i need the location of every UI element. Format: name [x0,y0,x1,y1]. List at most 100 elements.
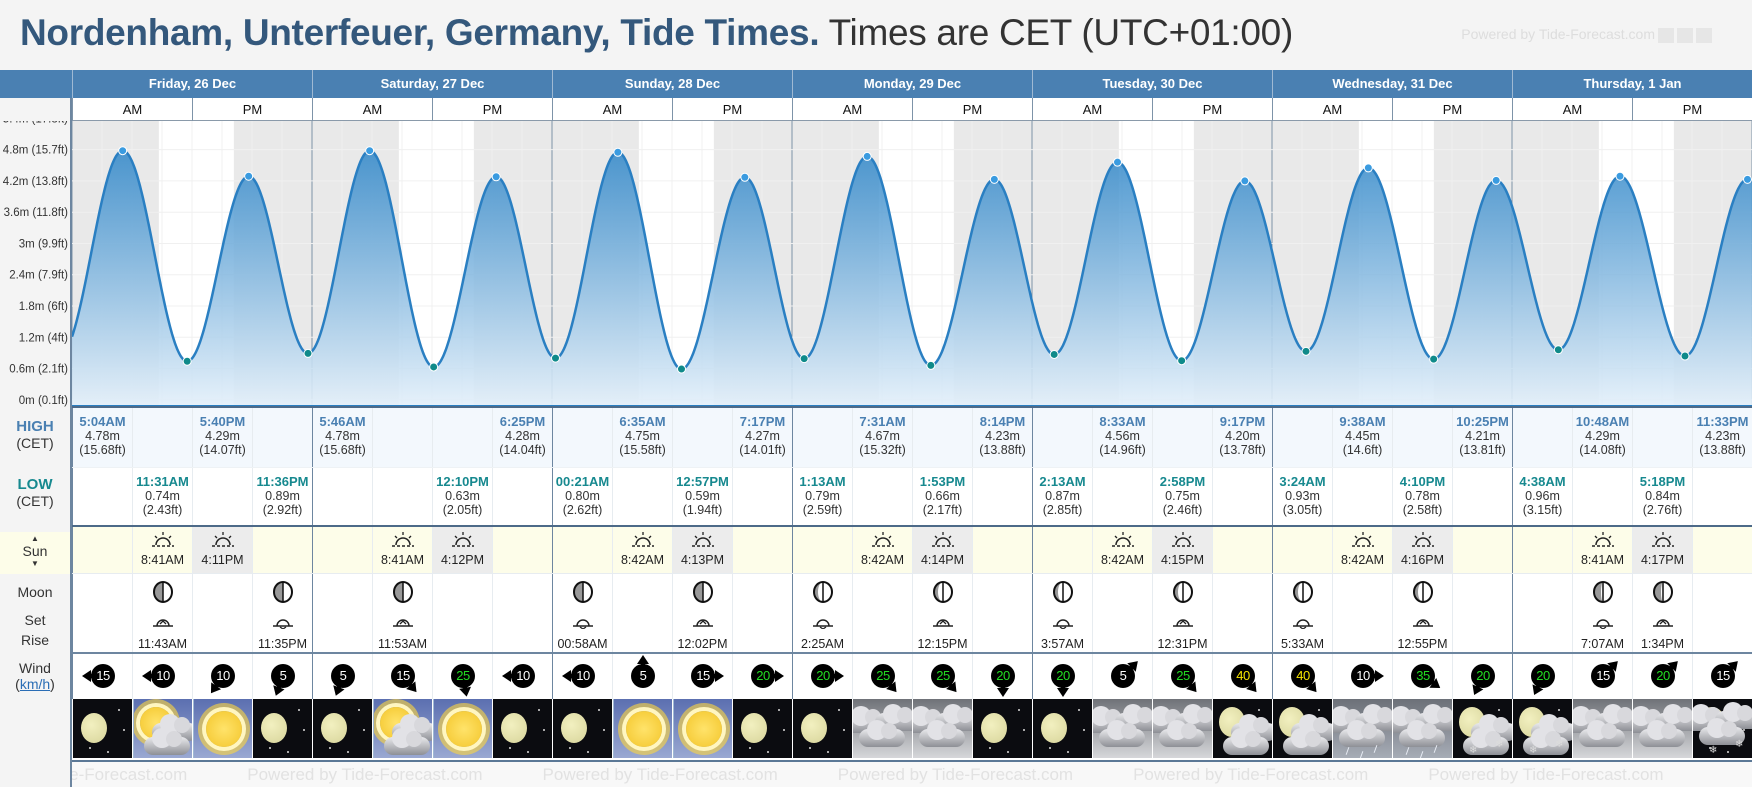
moonset-icon [1273,615,1332,634]
wind-indicator: 15 [82,664,115,688]
grid-cell [1032,408,1092,467]
sunrise-icon [1093,532,1152,553]
grid-cell [1692,468,1752,526]
moon-phase-waxing-gibbous-icon [1273,580,1332,609]
low-tide-point [1301,346,1311,356]
half-day-pm: PM [912,98,1032,121]
weather-cloudy-icon [1153,699,1212,758]
weather-cloudy-icon [913,699,972,758]
wind-indicator: 35 [1411,664,1444,693]
tide-height-m: 0.89m [265,489,300,503]
moonrise-time: 1:34PM [1640,637,1685,651]
tide-height-ft: (2.43ft) [142,503,183,517]
moon-phase-waxing-gibbous-icon [1033,580,1092,609]
moonrise-icon [913,615,972,634]
high-tide-cell: 5:46AM 4.78m (15.68ft) [312,408,372,467]
moonset-time: 2:25AM [800,637,845,651]
tide-area [72,150,1752,407]
rain-drop [1405,747,1410,755]
high-tide-point [740,172,750,182]
wind-cell: 40 [1212,654,1272,699]
tide-height-m: 4.78m [85,429,120,443]
moonrise-time: 12:31PM [1157,637,1208,651]
wind-speed: 5 [331,664,355,688]
wind-indicator: 20 [1651,656,1683,688]
wind-speed: 20 [811,664,835,688]
rain-drop [1359,751,1364,758]
star [303,729,305,731]
moon-phase-first-quarter-icon [373,580,432,609]
grid-cell [1632,408,1692,467]
cloud-glyph [1523,728,1569,755]
tide-height-m: 4.56m [1105,429,1140,443]
wind-cell: 10 [552,654,612,699]
powered-by-link[interactable]: Powered by Tide-Forecast.com [1461,26,1712,43]
moonset-time: 5:33AM [1280,637,1325,651]
moonset-time: 7:07AM [1580,637,1625,651]
tide-height-m: 0.96m [1525,489,1560,503]
star [543,729,545,731]
wind-indicator: 20 [1528,664,1555,698]
day-header-4: Tuesday, 30 Dec [1032,70,1272,98]
timezone-note: Times are CET (UTC+01:00) [828,12,1294,53]
weather-partly-cloudy-night-snow-icon: ❄ ❄ [1453,699,1512,758]
high-label-text: HIGH [16,418,54,435]
moon-glyph [321,713,347,743]
grid-cell [672,408,732,467]
star [989,747,991,749]
sunrise-icon [1333,532,1392,553]
grid-cell [72,527,132,573]
arrow-head [637,655,649,664]
sunset-time: 4:17PM [1640,553,1685,567]
grid-cell [312,527,372,573]
sunrise-cell: 8:41AM [372,527,432,573]
sunrise-time: 8:41AM [380,553,425,567]
tide-logo-icon [1658,27,1674,43]
weather-sunny-icon [193,699,252,758]
section-divider [72,406,1752,408]
sun-glyph [206,711,242,747]
high-tide-point [244,171,254,181]
star [767,751,769,753]
low-tide-time: 2:13AM [1039,474,1086,489]
wind-speed: 10 [151,664,175,688]
moon-row: 11:43AM 11:35PM 11:53AM 00:58AM 12:02PM 2:25A… [72,573,1752,652]
wind-speed: 15 [691,664,715,688]
high-tide-time: 9:38AM [1339,414,1386,429]
low-tide-point [551,353,560,363]
wind-unit-link[interactable]: km/h [19,676,51,692]
wind-speed: 5 [631,664,655,688]
tide-height-ft: (14.04ft) [499,443,546,457]
star [569,747,571,749]
wind-speed: 5 [1111,664,1135,688]
grid-cell [72,574,132,652]
tide-height-m: 4.23m [1705,429,1740,443]
cloud-glyph [1655,704,1692,731]
high-tide-point [118,146,128,156]
tide-height-ft: (14.07ft) [199,443,246,457]
day-header-6: Thursday, 1 Jan [1512,70,1752,98]
high-tide-cell: 6:25PM 4.28m (14.04ft) [492,408,552,467]
wind-indicator: 20 [1468,664,1495,698]
low-tide-time: 3:24AM [1279,474,1326,489]
tide-height-ft: (2.85ft) [1042,503,1083,517]
low-tide-point [182,356,192,366]
wind-cell: 25 [912,654,972,699]
wind-cell: 15 [672,654,732,699]
sunset-icon [193,532,252,553]
wind-row: 15 10 10 5 5 15 25 10 10 5 15 20 20 25 25 20 20 5 25 40 40 10… [72,652,1752,699]
moonrise-icon [1153,615,1212,634]
low-tide-cell: 1:13AM 0.79m (2.59ft) [792,468,852,526]
low-tide-cell: 5:18PM 0.84m (2.76ft) [1632,468,1692,526]
cloud-glyph [1099,720,1145,747]
cloud-glyph [1223,728,1269,755]
wind-indicator: 20 [811,664,844,688]
high-tide-time: 6:25PM [499,414,546,429]
footer-powered-by: Powered by Tide-Forecast.com [247,765,483,784]
half-day-pm: PM [192,98,312,121]
star [778,709,780,711]
wind-indicator: 25 [451,664,475,698]
low-tide-cell: 4:10PM 0.78m (2.58ft) [1392,468,1452,526]
tide-height-ft: (15.32ft) [859,443,906,457]
sun-label: ▲ Sun ▼ [0,532,70,574]
